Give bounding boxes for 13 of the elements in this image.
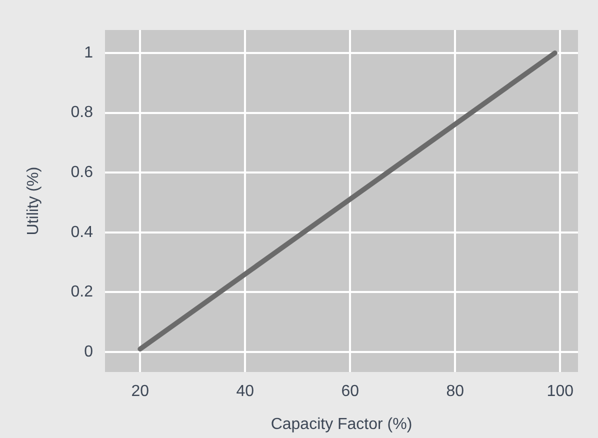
y-tick-label: 0 [84, 343, 94, 360]
y-tick-label: 1 [84, 44, 94, 62]
y-tick-label: 0.8 [70, 104, 94, 122]
x-tick-label: 40 [236, 383, 254, 400]
y-tick-label: 0.2 [70, 284, 94, 301]
x-tick-label: 80 [446, 383, 464, 400]
y-tick-label: 0.4 [70, 224, 94, 241]
x-tick-label: 60 [341, 383, 360, 400]
y-axis-title: Utility (%) [25, 166, 42, 236]
x-axis-title: Capacity Factor (%) [270, 416, 412, 433]
y-tick-label: 0.6 [70, 164, 94, 182]
x-tick-label: 20 [131, 383, 150, 400]
x-tick-label: 100 [546, 383, 574, 400]
